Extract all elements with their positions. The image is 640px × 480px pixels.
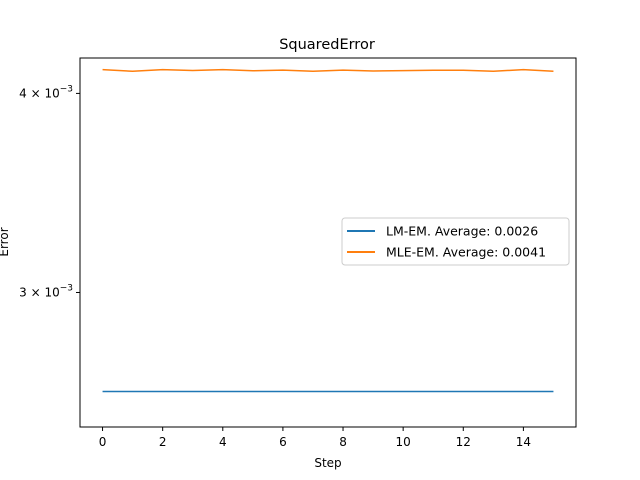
legend-label: MLE-EM. Average: 0.0041: [386, 245, 546, 260]
series-line-1: [102, 68, 554, 73]
y-axis-label: Error: [0, 227, 11, 256]
y-axis: 3 × 10−3 4 × 10−3: [19, 84, 80, 299]
chart-title: SquaredError: [279, 37, 375, 53]
x-tick-label: 14: [516, 435, 531, 449]
x-tick-label: 10: [396, 435, 411, 449]
x-tick-label: 2: [159, 435, 167, 449]
x-axis: 0 2 4 6 8 10 12 14: [99, 427, 531, 449]
x-axis-label: Step: [314, 456, 341, 470]
plot-area-frame: [79, 57, 577, 428]
legend-frame: [341, 217, 570, 266]
plot-series: [102, 68, 554, 393]
y-tick-label: 4 × 10−3: [19, 84, 73, 100]
x-tick-label: 6: [279, 435, 287, 449]
x-tick-label: 0: [99, 435, 107, 449]
legend-label: LM-EM. Average: 0.0026: [386, 224, 538, 239]
x-tick-label: 4: [219, 435, 227, 449]
x-tick-label: 8: [339, 435, 347, 449]
legend: LM-EM. Average: 0.0026 MLE-EM. Average: 0…: [341, 217, 570, 266]
x-tick-label: 12: [456, 435, 471, 449]
y-tick-label: 3 × 10−3: [19, 283, 73, 299]
